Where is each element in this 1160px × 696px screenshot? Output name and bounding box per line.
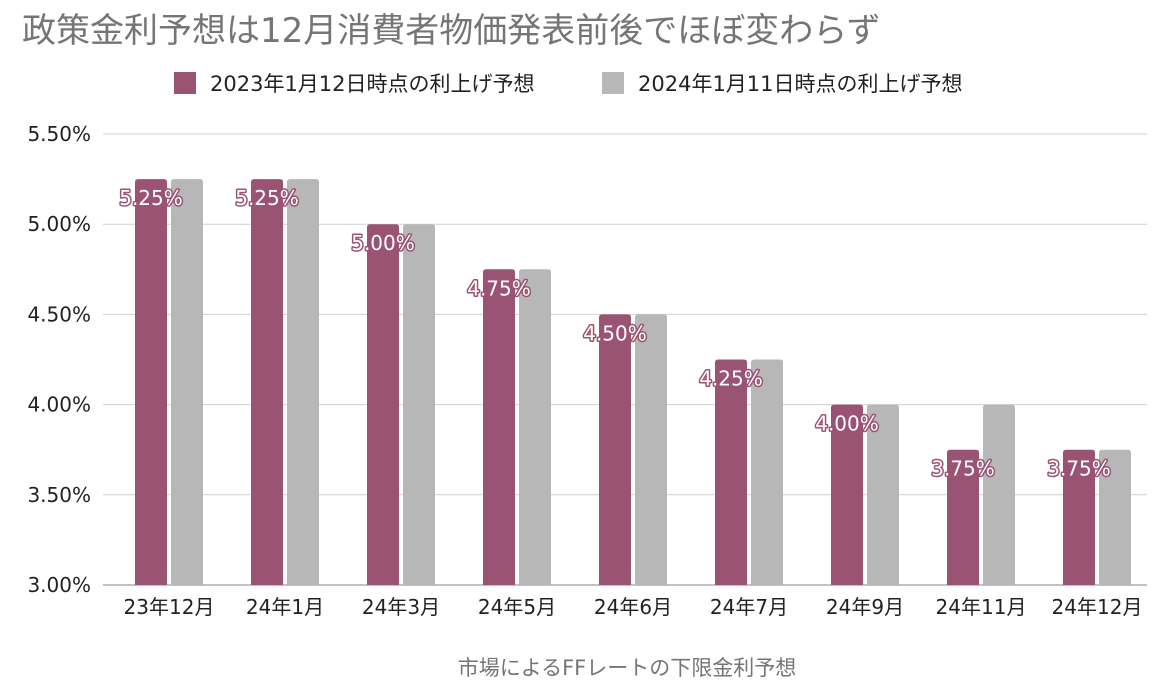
data-label: 4.50% bbox=[583, 321, 647, 345]
x-category-label: 24年1月 bbox=[246, 595, 324, 619]
data-label: 4.25% bbox=[699, 367, 763, 391]
x-category-label: 24年6月 bbox=[594, 595, 672, 619]
bar-series-2 bbox=[983, 404, 1015, 585]
y-tick-label: 3.00% bbox=[27, 573, 91, 597]
bar-series-2 bbox=[171, 179, 203, 585]
legend-label-series-2: 2024年1月11日時点の利上げ予想 bbox=[638, 72, 963, 96]
y-tick-label: 5.00% bbox=[27, 212, 91, 236]
bars bbox=[135, 179, 1131, 585]
x-category-label: 24年5月 bbox=[478, 595, 556, 619]
bar-series-1 bbox=[599, 314, 631, 585]
legend-label-series-1: 2023年1月12日時点の利上げ予想 bbox=[210, 72, 535, 96]
legend-swatch-series-1 bbox=[174, 72, 196, 94]
data-label: 4.00% bbox=[815, 412, 879, 436]
bar-series-1 bbox=[251, 179, 283, 585]
y-tick-label: 5.50% bbox=[27, 122, 91, 146]
bar-series-2 bbox=[403, 224, 435, 585]
x-axis-categories: 23年12月 24年1月 24年3月 24年5月 24年6月 24年7月 24年9月 24年1… bbox=[124, 595, 1143, 619]
x-category-label: 24年3月 bbox=[362, 595, 440, 619]
bar-series-2 bbox=[635, 314, 667, 585]
chart-title: 政策金利予想は12月消費者物価発表前後でほぼ変わらず bbox=[22, 11, 881, 51]
data-labels: 5.25% 5.25% 5.00% 4.75% 4.50% 4.25% 4.00% 3.75%… bbox=[118, 185, 1113, 483]
bar-series-2 bbox=[287, 179, 319, 585]
bar-series-1 bbox=[483, 269, 515, 585]
x-axis-label: 市場によるFFレートの下限金利予想 bbox=[458, 656, 797, 680]
bar-series-2 bbox=[519, 269, 551, 585]
x-category-label: 24年9月 bbox=[826, 595, 904, 619]
data-label: 3.75% bbox=[1047, 457, 1111, 481]
bar-series-1 bbox=[715, 359, 747, 585]
x-category-label: 24年12月 bbox=[1052, 595, 1143, 619]
x-category-label: 24年7月 bbox=[710, 595, 788, 619]
data-label: 5.25% bbox=[119, 186, 183, 210]
data-label: 3.75% bbox=[931, 457, 995, 481]
y-tick-label: 3.50% bbox=[27, 483, 91, 507]
bar-series-2 bbox=[1099, 449, 1131, 585]
y-axis-ticks: 3.00% 3.50% 4.00% 4.50% 5.00% 5.50% bbox=[27, 122, 91, 597]
x-category-label: 23年12月 bbox=[124, 595, 215, 619]
data-label: 5.25% bbox=[235, 186, 299, 210]
y-tick-label: 4.00% bbox=[27, 393, 91, 417]
bar-series-2 bbox=[867, 404, 899, 585]
data-label: 5.00% bbox=[351, 231, 415, 255]
y-tick-label: 4.50% bbox=[27, 302, 91, 326]
bar-series-1 bbox=[367, 224, 399, 585]
x-category-label: 24年11月 bbox=[936, 595, 1027, 619]
data-label: 4.75% bbox=[467, 276, 531, 300]
bar-series-1 bbox=[135, 179, 167, 585]
legend: 2023年1月12日時点の利上げ予想 2024年1月11日時点の利上げ予想 bbox=[174, 72, 963, 96]
legend-swatch-series-2 bbox=[602, 72, 624, 94]
bar-series-1 bbox=[1063, 449, 1095, 585]
bar-series-2 bbox=[751, 359, 783, 585]
bar-series-1 bbox=[831, 404, 863, 585]
bar-series-1 bbox=[947, 449, 979, 585]
